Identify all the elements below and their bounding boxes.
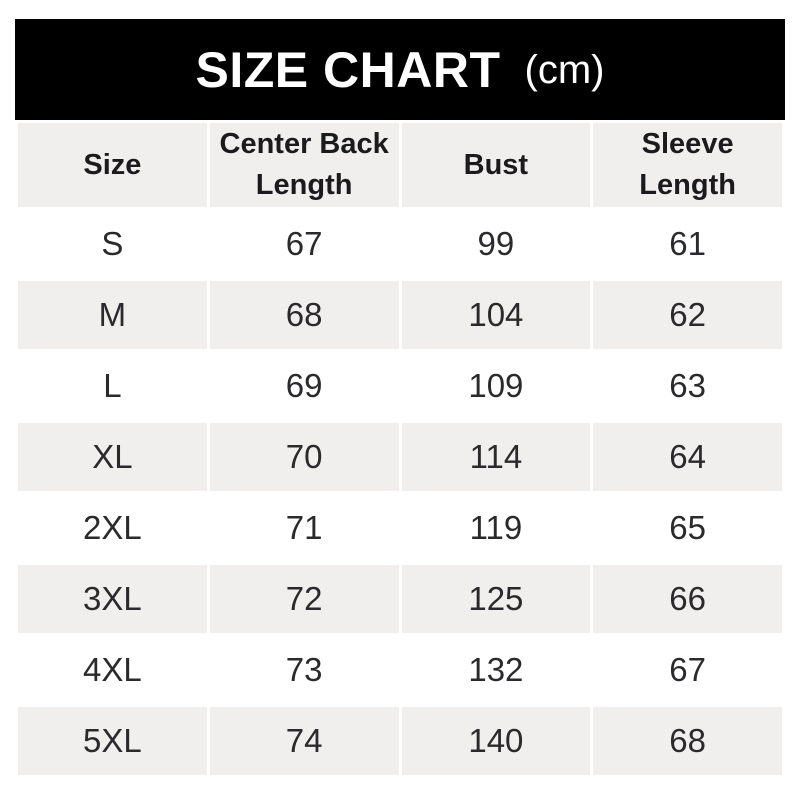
chart-title: SIZE CHART xyxy=(195,41,501,98)
column-header-size: Size xyxy=(18,123,207,207)
cell-sleeve-length-3xl: 66 xyxy=(593,565,782,633)
cell-size-2xl: 2XL xyxy=(18,494,207,562)
cell-size-3xl: 3XL xyxy=(18,565,207,633)
table-header-row: Size Center Back Length Bust Sleeve Length xyxy=(18,123,782,207)
cell-sleeve-length-l: 63 xyxy=(593,352,782,420)
table-row-l: L 69 109 63 xyxy=(18,352,782,420)
table-row-xl: XL 70 114 64 xyxy=(18,423,782,491)
cell-center-back-length-m: 68 xyxy=(209,281,399,349)
cell-bust-m: 104 xyxy=(401,281,591,349)
chart-unit-label: (cm) xyxy=(524,47,605,92)
size-table: Size Center Back Length Bust Sleeve Length … xyxy=(15,120,785,778)
table-row-s: S 67 99 61 xyxy=(18,210,782,278)
cell-size-4xl: 4XL xyxy=(18,636,207,704)
column-header-center-back-length: Center Back Length xyxy=(209,123,399,207)
cell-size-s: S xyxy=(18,210,207,278)
cell-center-back-length-2xl: 71 xyxy=(209,494,399,562)
cell-bust-s: 99 xyxy=(401,210,591,278)
cell-bust-3xl: 125 xyxy=(401,565,591,633)
cell-size-5xl: 5XL xyxy=(18,707,207,775)
column-header-bust: Bust xyxy=(401,123,591,207)
cell-size-xl: XL xyxy=(18,423,207,491)
cell-sleeve-length-4xl: 67 xyxy=(593,636,782,704)
cell-size-m: M xyxy=(18,281,207,349)
cell-center-back-length-5xl: 74 xyxy=(209,707,399,775)
title-bar: SIZE CHART (cm) xyxy=(15,19,785,120)
table-body: S 67 99 61 M 68 104 62 L 69 109 63 XL 70 114 64 2XL 71 119… xyxy=(18,210,782,775)
size-chart: SIZE CHART (cm) Size Center Back Length Bu… xyxy=(15,19,785,778)
column-header-sleeve-length: Sleeve Length xyxy=(593,123,782,207)
cell-center-back-length-3xl: 72 xyxy=(209,565,399,633)
cell-bust-2xl: 119 xyxy=(401,494,591,562)
cell-center-back-length-4xl: 73 xyxy=(209,636,399,704)
cell-sleeve-length-2xl: 65 xyxy=(593,494,782,562)
table-row-5xl: 5XL 74 140 68 xyxy=(18,707,782,775)
cell-size-l: L xyxy=(18,352,207,420)
table-header: Size Center Back Length Bust Sleeve Length xyxy=(18,123,782,207)
cell-bust-5xl: 140 xyxy=(401,707,591,775)
table-row-3xl: 3XL 72 125 66 xyxy=(18,565,782,633)
cell-bust-xl: 114 xyxy=(401,423,591,491)
cell-bust-l: 109 xyxy=(401,352,591,420)
table-row-4xl: 4XL 73 132 67 xyxy=(18,636,782,704)
cell-sleeve-length-xl: 64 xyxy=(593,423,782,491)
table-row-m: M 68 104 62 xyxy=(18,281,782,349)
cell-bust-4xl: 132 xyxy=(401,636,591,704)
table-row-2xl: 2XL 71 119 65 xyxy=(18,494,782,562)
cell-sleeve-length-5xl: 68 xyxy=(593,707,782,775)
cell-sleeve-length-m: 62 xyxy=(593,281,782,349)
cell-center-back-length-l: 69 xyxy=(209,352,399,420)
cell-center-back-length-xl: 70 xyxy=(209,423,399,491)
cell-center-back-length-s: 67 xyxy=(209,210,399,278)
cell-sleeve-length-s: 61 xyxy=(593,210,782,278)
